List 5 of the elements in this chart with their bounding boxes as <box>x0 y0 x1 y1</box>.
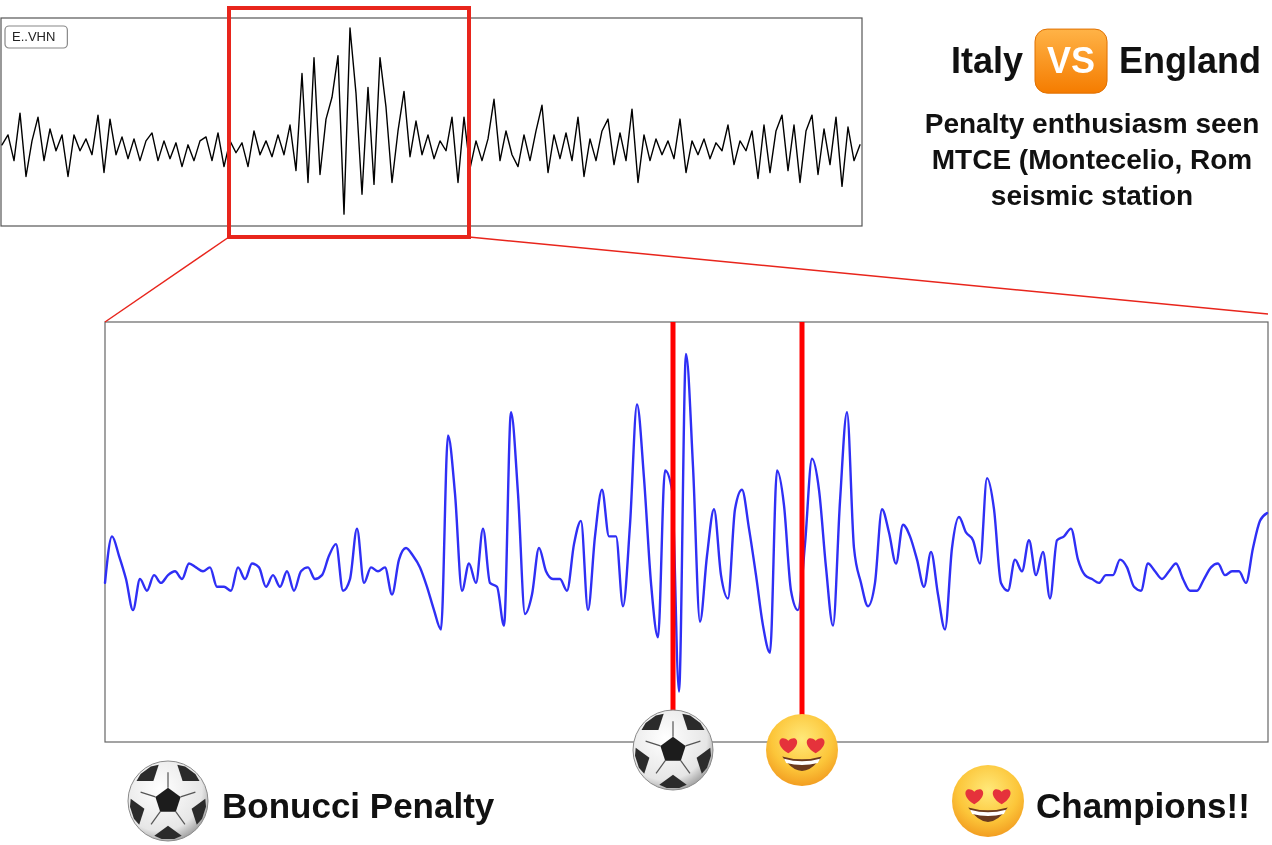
text: Bonucci Penalty <box>222 786 495 825</box>
chart-title: Italy VS England <box>950 40 1262 81</box>
chart-subtitle: Penalty enthusiasm seen MTCE (Montecelio, Rom seismic station <box>924 108 1260 211</box>
text: Champions!! <box>1036 786 1250 825</box>
annotation: E..VHN <box>12 29 56 44</box>
